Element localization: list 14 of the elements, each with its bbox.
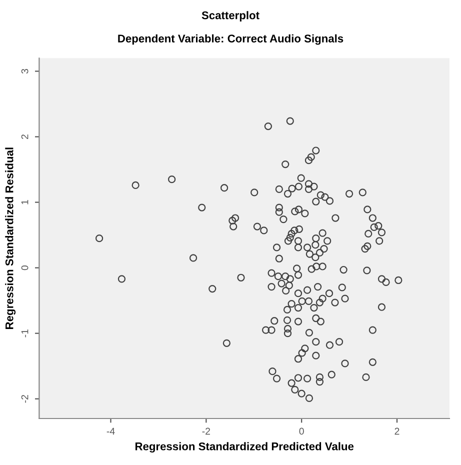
x-tick-label: -4 xyxy=(106,428,115,435)
y-tick-label: 1 xyxy=(21,200,28,204)
y-axis-title: Regression Standardized Residual xyxy=(5,148,16,329)
chart-title: Scatterplot xyxy=(202,11,260,22)
x-axis-title: Regression Standardized Predicted Value xyxy=(135,442,354,453)
y-tick-label: -2 xyxy=(21,395,28,403)
x-tick-label: -2 xyxy=(202,428,210,435)
chart-subtitle: Dependent Variable: Correct Audio Signals xyxy=(118,34,344,45)
y-tick-label: 3 xyxy=(21,68,28,74)
y-tick-label: 0 xyxy=(21,265,28,270)
y-tick-label: -1 xyxy=(21,329,28,338)
x-tick-label: 0 xyxy=(299,428,304,435)
y-tick-label: 2 xyxy=(21,134,28,139)
x-tick-label: 2 xyxy=(394,428,400,435)
